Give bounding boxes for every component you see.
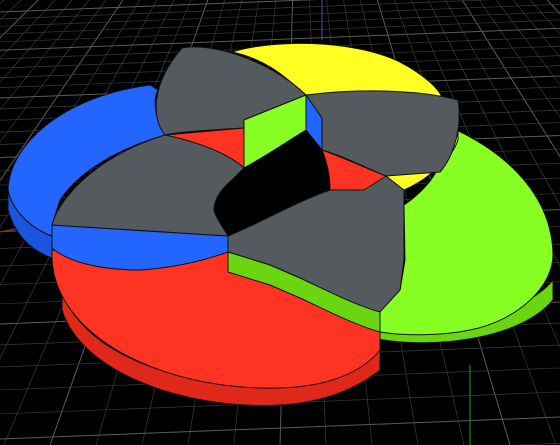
inner-walls xyxy=(164,94,387,333)
grid-line xyxy=(0,0,493,20)
grid-line xyxy=(444,0,560,206)
green-rim-strip xyxy=(227,235,381,333)
grid-line xyxy=(0,0,5,5)
grid-line xyxy=(0,0,124,182)
grid-line xyxy=(0,27,560,51)
flower-model[interactable] xyxy=(7,42,554,406)
grid-line xyxy=(0,19,560,43)
blue-rim-strip xyxy=(51,224,229,271)
blue-disc[interactable] xyxy=(7,84,323,271)
grid-line xyxy=(0,416,560,440)
grid-line xyxy=(0,0,107,143)
grid-line xyxy=(0,0,90,111)
grid-line xyxy=(0,3,560,27)
grid-line xyxy=(478,0,560,118)
center-hole xyxy=(213,129,331,237)
grid-line xyxy=(546,0,560,15)
petal-right xyxy=(305,90,460,177)
petal-top xyxy=(155,46,307,136)
grid-line xyxy=(0,0,319,13)
grid-line xyxy=(495,0,560,86)
green-disc[interactable] xyxy=(369,109,554,344)
overlap-petals[interactable] xyxy=(51,46,460,313)
green-disc-top xyxy=(379,109,554,336)
grid-line xyxy=(0,11,560,35)
grid-line xyxy=(0,0,73,83)
grid-line xyxy=(461,0,560,158)
